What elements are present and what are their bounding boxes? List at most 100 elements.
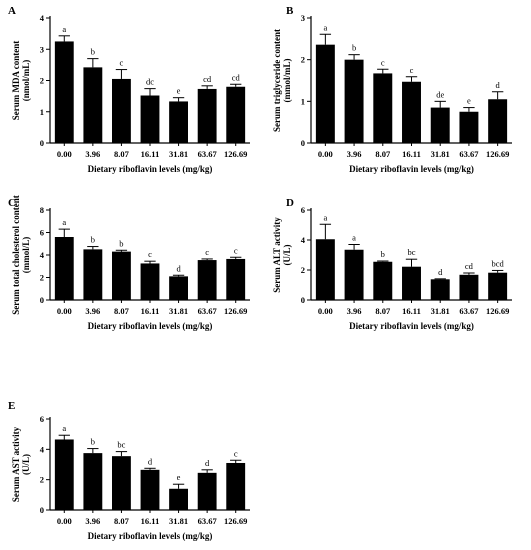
bar-63.67	[197, 260, 217, 300]
y-tick-label: 4	[40, 250, 45, 260]
bar-16.11	[140, 263, 160, 300]
bar-0.00	[54, 237, 74, 300]
panel-b: B 0 1 2 3 a 0.00 b 3.96 c 8.07 c 16.11 de 31.81 e 63.67 d…	[272, 5, 512, 174]
x-tick-label: 126.69	[486, 149, 509, 159]
bar-63.67	[459, 111, 479, 143]
bar-0.00	[315, 239, 335, 300]
x-tick-label: 63.67	[198, 516, 218, 526]
y-tick-label: 0	[40, 505, 44, 515]
significance-label: bcd	[492, 258, 505, 268]
y-tick-label: 6	[301, 205, 305, 215]
x-axis-title: Dietary riboflavin levels (mg/kg)	[88, 531, 213, 541]
x-tick-label: 0.00	[318, 306, 333, 316]
y-axis-title: Serum MDA content	[11, 41, 21, 121]
x-tick-label: 126.69	[224, 149, 247, 159]
panel-letter-d: D	[286, 197, 294, 209]
x-axis-title: Dietary riboflavin levels (mg/kg)	[349, 164, 474, 174]
significance-label: a	[323, 212, 327, 222]
significance-label: c	[205, 247, 209, 257]
y-tick-label: 2	[301, 265, 305, 275]
x-tick-label: 0.00	[57, 516, 72, 526]
y-tick-label: 0	[301, 295, 305, 305]
significance-label: c	[234, 245, 238, 255]
significance-label: d	[176, 263, 181, 273]
x-tick-label: 16.11	[141, 306, 160, 316]
bar-126.69	[488, 99, 508, 143]
y-tick-label: 2	[40, 273, 44, 283]
bar-0.00	[54, 41, 74, 143]
bar-31.81	[169, 276, 188, 300]
bar-126.69	[226, 462, 246, 510]
x-tick-label: 63.67	[459, 306, 479, 316]
significance-label: b	[91, 235, 95, 245]
y-axis-title: (mmol/L)	[21, 237, 31, 274]
y-tick-label: 3	[40, 44, 44, 54]
significance-label: e	[177, 86, 181, 96]
x-axis-title: Dietary riboflavin levels (mg/kg)	[88, 164, 213, 174]
x-tick-label: 0.00	[57, 149, 72, 159]
y-tick-label: 4	[40, 13, 45, 23]
y-tick-label: 4	[40, 444, 45, 454]
x-tick-label: 3.96	[85, 149, 100, 159]
x-tick-label: 31.81	[431, 306, 450, 316]
bar-16.11	[140, 95, 160, 143]
bar-8.07	[112, 78, 131, 143]
bar-16.11	[402, 266, 421, 300]
significance-label: a	[62, 217, 66, 227]
x-tick-label: 8.07	[114, 149, 130, 159]
x-tick-label: 16.11	[141, 516, 160, 526]
bar-31.81	[169, 101, 188, 143]
significance-label: cd	[232, 72, 241, 82]
y-tick-label: 8	[40, 205, 44, 215]
bar-0.00	[54, 439, 74, 510]
x-tick-label: 0.00	[57, 306, 72, 316]
x-tick-label: 3.96	[347, 149, 362, 159]
significance-label: bc	[117, 440, 125, 450]
significance-label: d	[205, 458, 210, 468]
x-tick-label: 31.81	[169, 306, 188, 316]
x-tick-label: 63.67	[198, 306, 218, 316]
significance-label: c	[120, 58, 124, 68]
significance-label: a	[323, 22, 327, 32]
x-tick-label: 8.07	[375, 306, 391, 316]
panel-letter-e: E	[8, 400, 15, 412]
significance-label: e	[467, 96, 471, 106]
y-tick-label: 0	[40, 295, 44, 305]
significance-label: d	[148, 456, 153, 466]
bar-126.69	[488, 272, 508, 300]
y-axis-title: Serum AST activity	[11, 426, 21, 502]
y-tick-label: 1	[40, 107, 44, 117]
x-tick-label: 31.81	[431, 149, 450, 159]
y-tick-label: 3	[301, 13, 305, 23]
significance-label: e	[177, 472, 181, 482]
significance-label: bc	[407, 247, 415, 257]
significance-label: b	[91, 437, 95, 447]
x-tick-label: 31.81	[169, 149, 188, 159]
panel-c: C 0 2 4 6 8 a 0.00 b 3.96 b 8.07 c 16.11 d 31.81 c 63.67 c…	[8, 195, 250, 331]
y-tick-label: 6	[40, 414, 44, 424]
bar-3.96	[344, 59, 364, 143]
x-tick-label: 16.11	[402, 149, 421, 159]
x-tick-label: 8.07	[375, 149, 391, 159]
significance-label: a	[62, 24, 66, 34]
significance-label: b	[352, 43, 356, 53]
x-tick-label: 8.07	[114, 306, 130, 316]
x-tick-label: 126.69	[224, 306, 247, 316]
y-tick-label: 1	[301, 96, 305, 106]
panel-a: A 0 1 2 3 4 a 0.00 b 3.96 c 8.07 dc 16.11 e 31.81 cd 63.6…	[8, 5, 250, 174]
significance-label: cd	[203, 74, 212, 84]
significance-label: c	[410, 65, 414, 75]
x-tick-label: 3.96	[347, 306, 362, 316]
significance-label: b	[119, 238, 123, 248]
x-tick-label: 63.67	[459, 149, 479, 159]
panel-e: E 0 2 4 6 a 0.00 b 3.96 bc 8.07 d 16.11 e 31.81 d 63.67 c…	[8, 400, 250, 541]
bar-31.81	[430, 107, 450, 143]
y-tick-label: 0	[301, 138, 305, 148]
x-tick-label: 126.69	[224, 516, 247, 526]
bar-63.67	[197, 472, 217, 510]
x-tick-label: 31.81	[169, 516, 188, 526]
x-tick-label: 126.69	[486, 306, 509, 316]
significance-label: c	[381, 57, 385, 67]
bar-16.11	[140, 469, 160, 510]
